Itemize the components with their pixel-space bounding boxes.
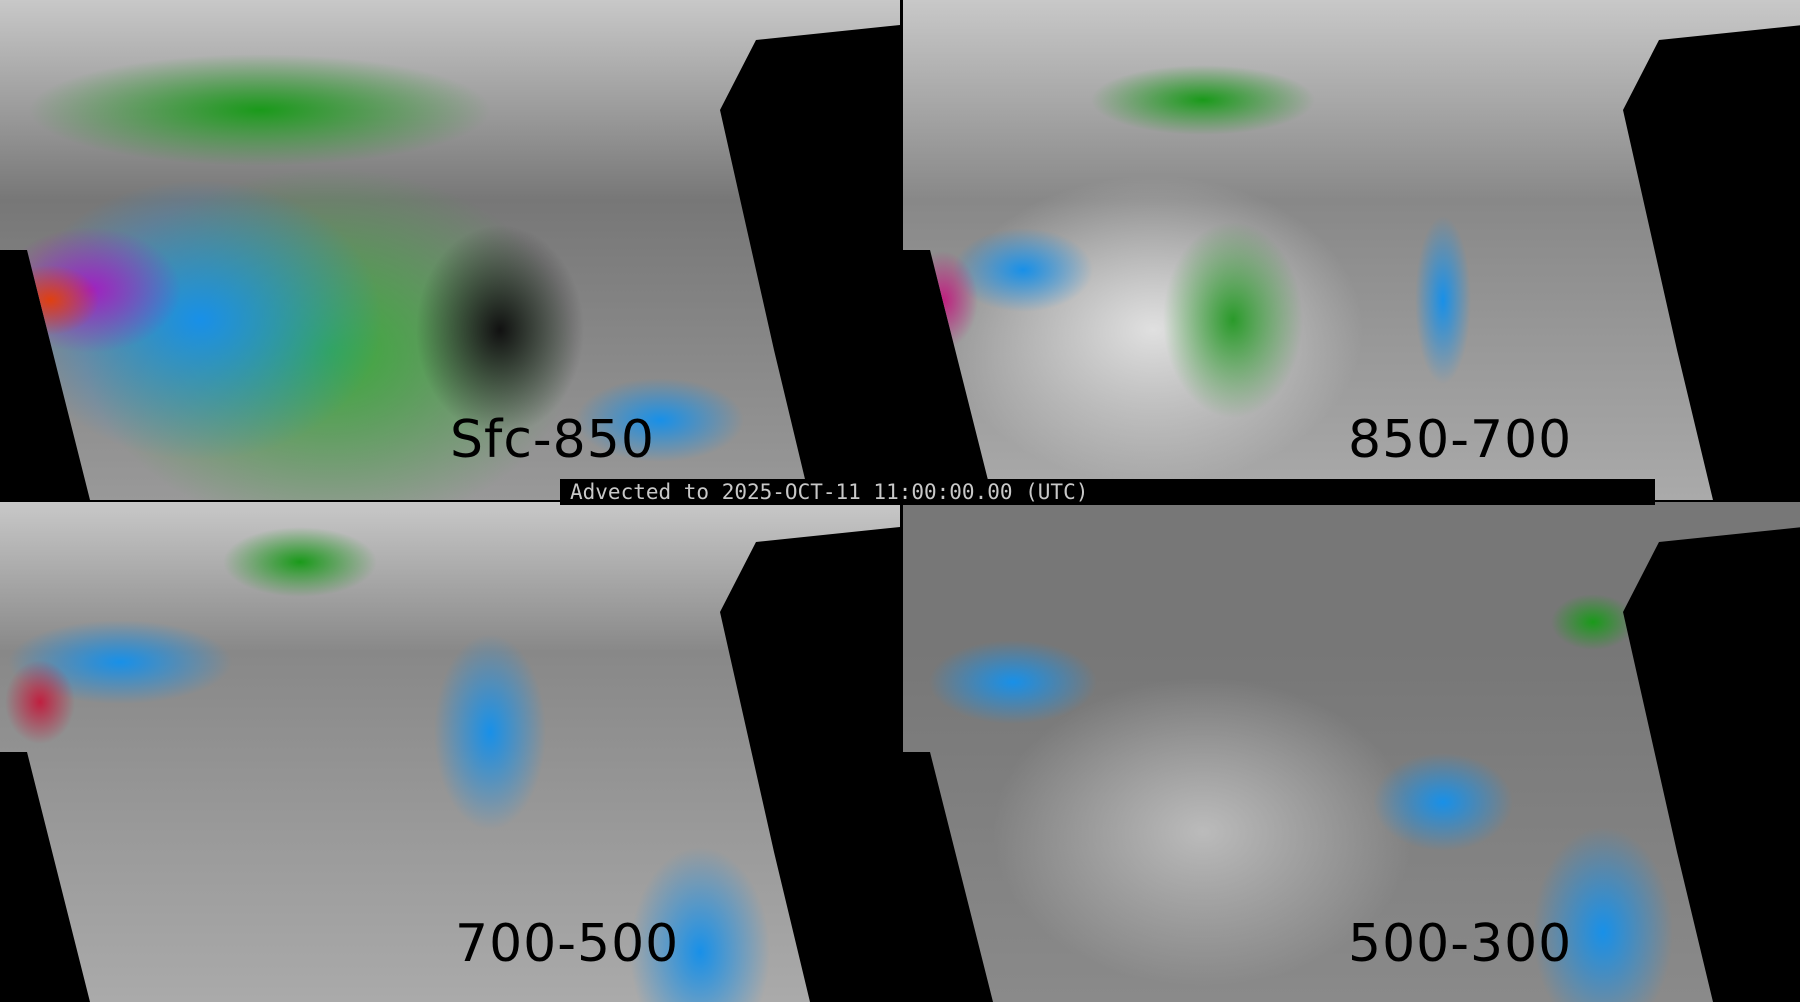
- layer-label: 700-500: [455, 914, 680, 974]
- map-panel-sfc-850: Sfc-850: [0, 0, 900, 500]
- timestamp-banner: Advected to 2025-OCT-11 11:00:00.00 (UTC…: [560, 479, 1655, 505]
- map-panel-850-700: 850-700: [903, 0, 1800, 500]
- layer-label: 850-700: [1348, 410, 1573, 470]
- map-panel-700-500: 700-500: [0, 502, 900, 1002]
- layer-label: Sfc-850: [450, 410, 655, 470]
- map-panel-500-300: 500-300: [903, 502, 1800, 1002]
- map-image: [0, 502, 900, 1002]
- layer-label: 500-300: [1348, 914, 1573, 974]
